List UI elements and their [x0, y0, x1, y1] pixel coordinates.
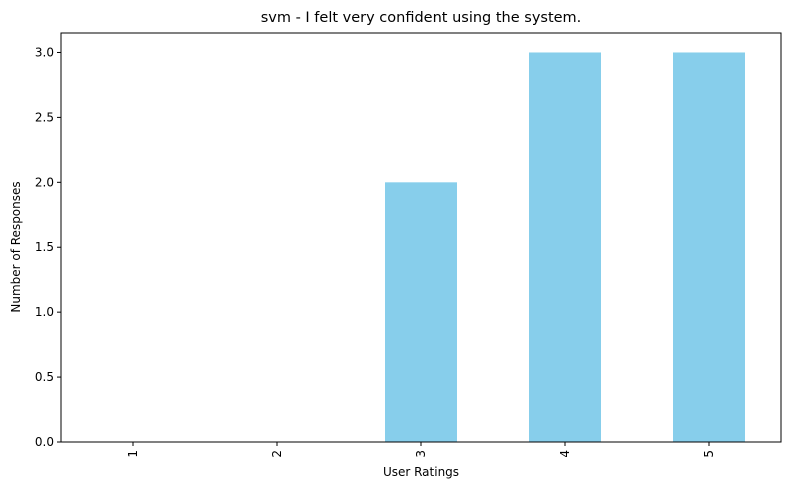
bar-3 — [385, 182, 457, 443]
x-tick-label-3: 3 — [414, 450, 428, 458]
bar-4 — [529, 52, 601, 442]
y-tick-label-2.5: 2.5 — [35, 110, 54, 124]
x-tick-label-2: 2 — [270, 450, 284, 458]
y-tick-label-3.0: 3.0 — [35, 45, 54, 59]
y-tick-label-1.5: 1.5 — [35, 240, 54, 254]
y-tick-label-0.5: 0.5 — [35, 370, 54, 384]
bar-5 — [673, 52, 745, 442]
chart-title: svm - I felt very confident using the sy… — [261, 10, 582, 26]
x-tick-label-5: 5 — [702, 450, 716, 458]
y-axis-label: Number of Responses — [9, 181, 23, 312]
x-tick-label-1: 1 — [126, 450, 140, 458]
x-axis: 1 2 3 4 5 — [126, 442, 716, 458]
x-axis-label: User Ratings — [383, 465, 459, 479]
y-tick-label-1.0: 1.0 — [35, 305, 54, 319]
y-tick-label-2.0: 2.0 — [35, 175, 54, 189]
y-axis: 0.0 0.5 1.0 1.5 2.0 2.5 3.0 — [35, 45, 61, 449]
x-tick-label-4: 4 — [558, 450, 572, 458]
plot-frame — [60, 32, 782, 443]
y-tick-label-0.0: 0.0 — [35, 435, 54, 449]
bars-group — [385, 52, 745, 443]
